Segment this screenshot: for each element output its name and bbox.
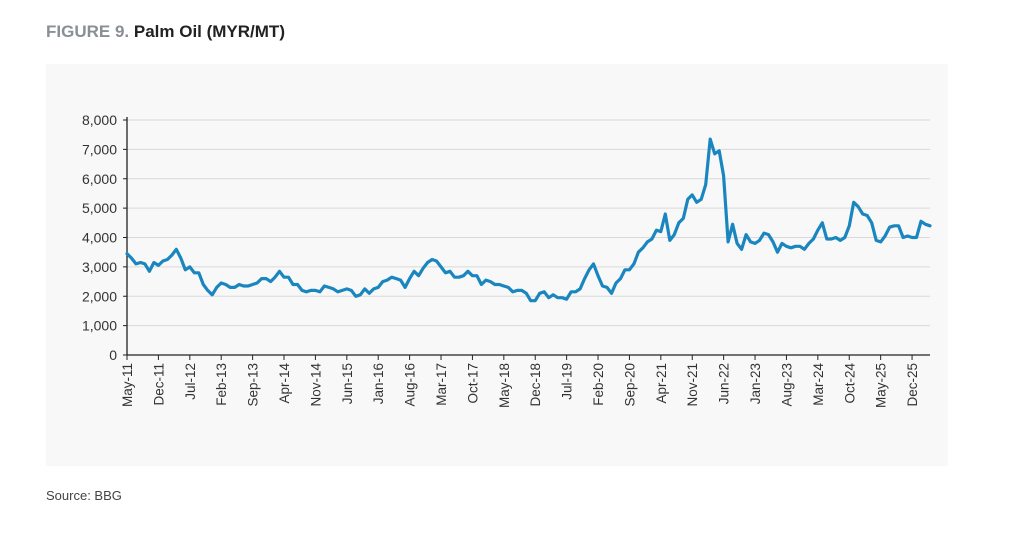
- x-tick-label: Feb-20: [591, 363, 606, 406]
- figure-label: FIGURE 9.: [46, 22, 130, 41]
- x-tick-label: Oct-24: [842, 363, 857, 404]
- y-tick-label: 7,000: [82, 141, 117, 157]
- x-tick-label: Aug-23: [779, 363, 794, 407]
- x-tick-label: Sep-20: [622, 363, 637, 407]
- x-tick-label: Mar-24: [811, 363, 826, 406]
- x-tick-label: Dec-25: [905, 363, 920, 407]
- x-tick-label: Apr-14: [277, 363, 292, 404]
- x-tick-label: Jan-16: [371, 363, 386, 404]
- source-note: Source: BBG: [46, 488, 122, 503]
- figure-name: Palm Oil (MYR/MT): [133, 22, 285, 41]
- y-tick-label: 0: [109, 347, 117, 363]
- series-line: [125, 137, 932, 303]
- y-tick-label: 2,000: [82, 288, 117, 304]
- figure-title: FIGURE 9. Palm Oil (MYR/MT): [46, 22, 285, 42]
- x-tick-label: May-25: [874, 363, 889, 408]
- x-tick-label: Jan-23: [748, 363, 763, 404]
- y-tick-label: 6,000: [82, 171, 117, 187]
- x-tick-label: Aug-16: [403, 363, 418, 407]
- y-tick-label: 5,000: [82, 200, 117, 216]
- x-tick-label: Feb-13: [214, 363, 229, 406]
- x-tick-label: Dec-11: [151, 363, 166, 406]
- x-tick-label: Jun-15: [340, 363, 355, 404]
- y-tick-label: 8,000: [82, 112, 117, 128]
- x-tick-label: Apr-21: [654, 363, 669, 404]
- x-tick-label: Oct-17: [465, 363, 480, 404]
- x-tick-label: Jul-19: [560, 363, 575, 400]
- y-tick-label: 4,000: [82, 230, 117, 246]
- x-tick-label: Dec-18: [528, 363, 543, 407]
- x-tick-label: Nov-14: [308, 363, 323, 407]
- chart-panel: 8,000 7,000 6,000 5,000 4,000 3,000 2,000 1,000…: [46, 64, 948, 466]
- x-tick-label: Mar-17: [434, 363, 449, 406]
- x-tick-label: May-18: [497, 363, 512, 408]
- y-tick-label: 3,000: [82, 259, 117, 275]
- x-tick-label: Sep-13: [246, 363, 261, 407]
- x-tick-label: Jul-12: [183, 363, 198, 400]
- y-tick-label: 1,000: [82, 318, 117, 334]
- x-tick-label: May-11: [120, 363, 135, 407]
- x-tick-label: Jun-22: [717, 363, 732, 404]
- x-tick-label: Nov-21: [685, 363, 700, 407]
- palm-oil-line-chart: 8,000 7,000 6,000 5,000 4,000 3,000 2,000 1,000…: [82, 112, 932, 408]
